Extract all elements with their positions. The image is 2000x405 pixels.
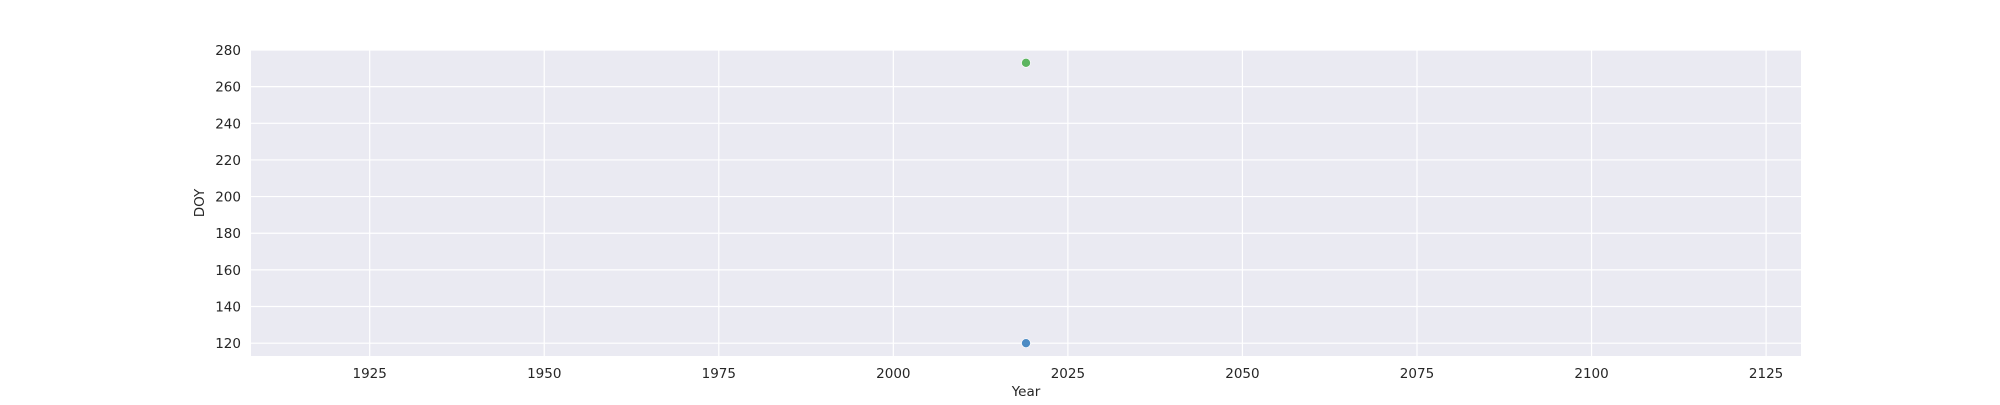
x-tick-label: 2075 — [1400, 366, 1434, 382]
y-tick-label: 180 — [215, 226, 241, 242]
y-tick-label: 140 — [215, 300, 241, 316]
x-tick-label: 1950 — [527, 366, 561, 382]
y-tick-label: 200 — [215, 190, 241, 206]
x-tick-label: 2025 — [1051, 366, 1085, 382]
y-tick-label: 160 — [215, 263, 241, 279]
gridlines — [251, 49, 1801, 356]
y-tick-label: 240 — [215, 116, 241, 132]
data-points — [1021, 58, 1031, 348]
y-tick-label: 260 — [215, 80, 241, 96]
y-tick-label: 280 — [215, 43, 241, 59]
x-axis-title: Year — [1011, 384, 1041, 400]
tick-labels: 1925 1950 1975 2000 2025 2050 2075 2100 2125 120 1… — [215, 43, 1783, 382]
x-tick-label: 1975 — [702, 366, 736, 382]
data-point — [1021, 338, 1031, 348]
plot-area — [251, 50, 1801, 356]
data-point — [1021, 58, 1031, 68]
x-tick-label: 1925 — [353, 366, 387, 382]
x-tick-label: 2050 — [1225, 366, 1259, 382]
x-tick-label: 2000 — [876, 366, 910, 382]
y-axis-title: DOY — [192, 188, 208, 217]
x-tick-label: 2125 — [1749, 366, 1783, 382]
y-tick-label: 120 — [215, 336, 241, 352]
y-tick-label: 220 — [215, 153, 241, 169]
x-tick-label: 2100 — [1574, 366, 1608, 382]
